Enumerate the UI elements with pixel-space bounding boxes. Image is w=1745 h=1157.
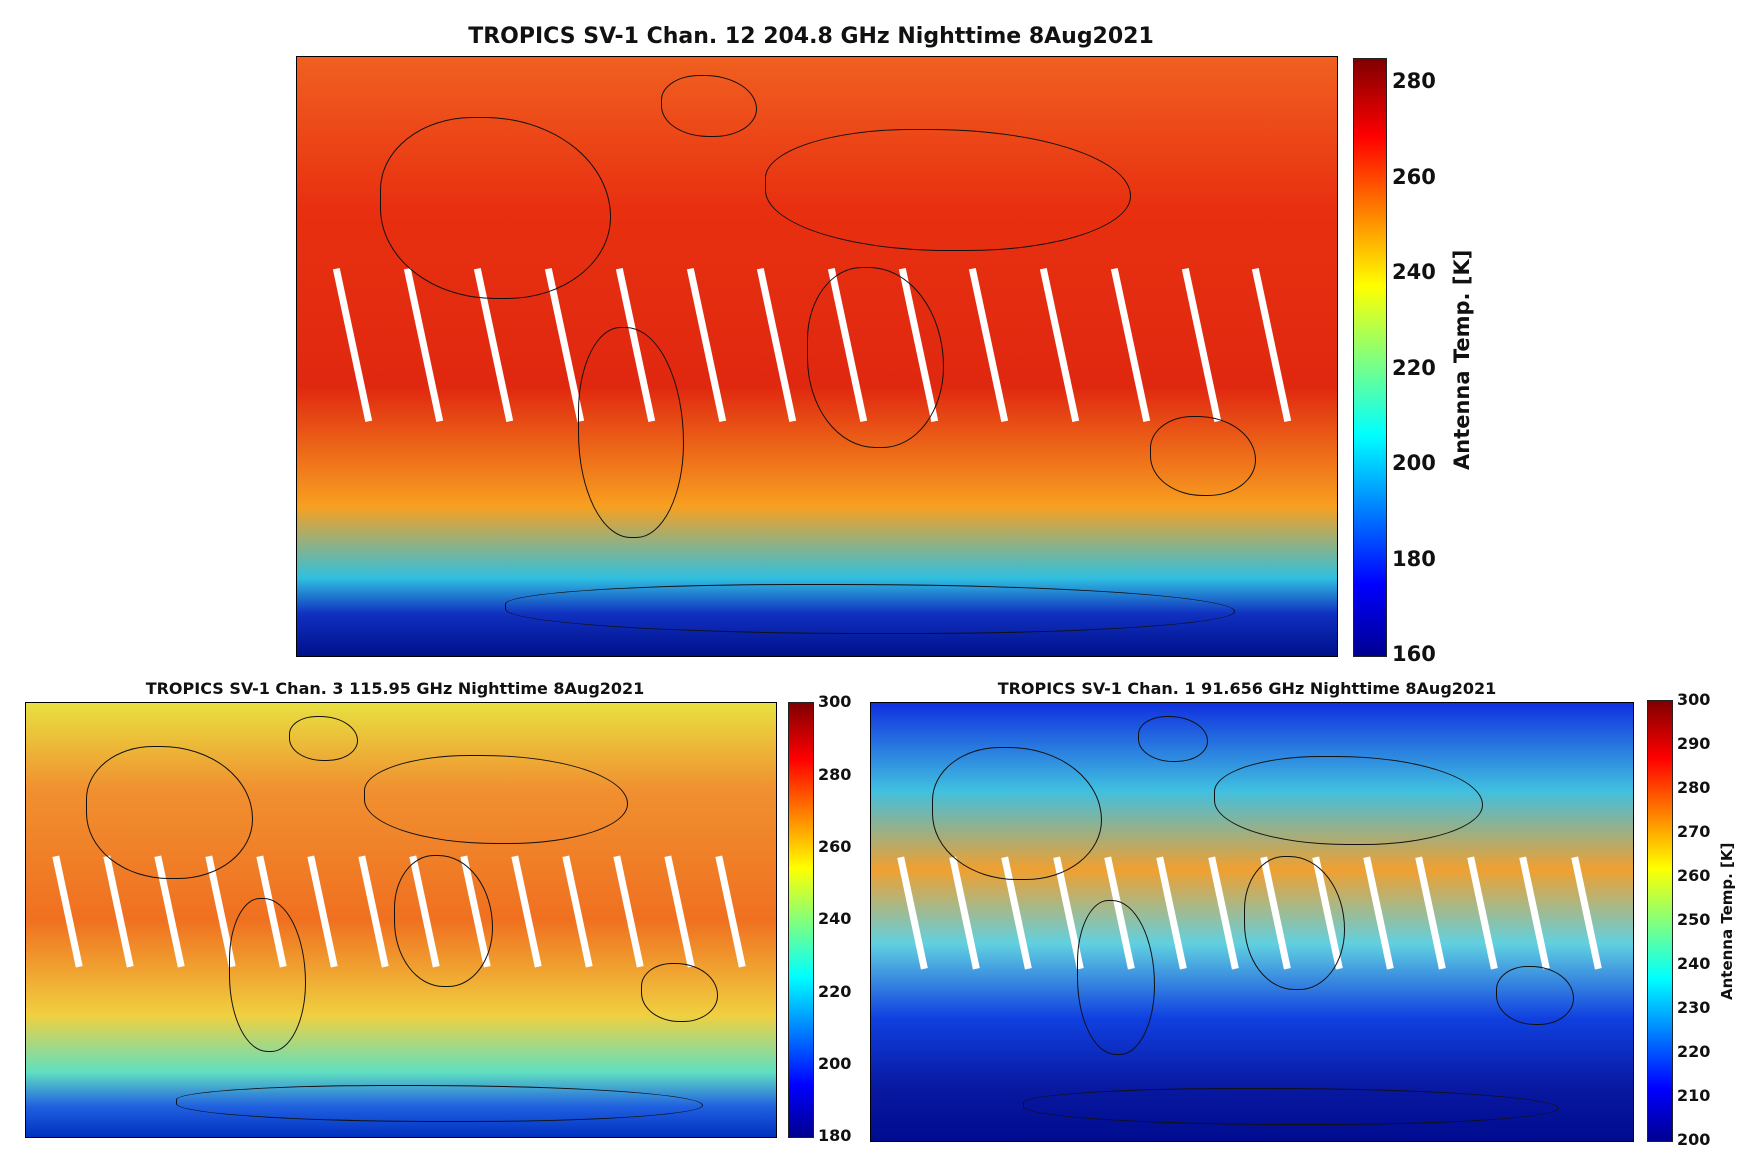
- colorbar-tick-label: 160: [1392, 642, 1436, 667]
- data-gap-swath: [757, 267, 797, 422]
- panel-3-map: [870, 702, 1634, 1142]
- data-gap-swath: [612, 855, 644, 968]
- data-gap-swath: [1040, 267, 1080, 422]
- colorbar-tick-label: 220: [1677, 1042, 1711, 1062]
- colorbar-tick-label: 220: [818, 981, 852, 1001]
- colorbar-tick-label: 280: [1392, 69, 1436, 94]
- coastline: [1495, 965, 1575, 1025]
- colorbar-tick-label: 220: [1392, 355, 1436, 380]
- colorbar-tick-label: 180: [1392, 546, 1436, 571]
- colorbar-tick-label: 290: [1677, 734, 1711, 754]
- data-gap-swath: [510, 855, 542, 968]
- data-gap-swath: [1363, 856, 1395, 970]
- coastline: [228, 898, 306, 1053]
- coastline: [380, 116, 611, 299]
- data-gap-swath: [306, 855, 338, 968]
- panel-2-map: [25, 702, 777, 1138]
- panel-3-colorbar-label: Antenna Temp. [K]: [1718, 842, 1736, 1000]
- coastline: [765, 128, 1131, 251]
- coastline: [806, 266, 944, 449]
- data-gap-swath: [686, 267, 726, 422]
- data-gap-swath: [714, 855, 746, 968]
- coastline: [288, 716, 358, 762]
- coastline: [931, 746, 1102, 881]
- data-gap-swath: [561, 855, 593, 968]
- coastline: [1244, 856, 1346, 990]
- panel-2-colorbar: [788, 702, 814, 1138]
- colorbar-tick-label: 260: [1392, 164, 1436, 189]
- colorbar-tick-label: 260: [1677, 866, 1711, 886]
- data-gap-swath: [102, 855, 134, 968]
- data-gap-swath: [897, 856, 928, 970]
- panel-1-colorbar-label: Antenna Temp. [K]: [1450, 249, 1474, 470]
- data-gap-swath: [357, 855, 389, 968]
- data-gap-swath: [1415, 856, 1447, 970]
- data-gap-swath: [1181, 267, 1221, 422]
- data-gap-swath: [1467, 856, 1498, 970]
- colorbar-tick-label: 280: [1677, 778, 1711, 798]
- coastline: [1213, 755, 1483, 846]
- colorbar-tick-label: 200: [818, 1054, 852, 1074]
- coastline: [641, 963, 718, 1022]
- colorbar-tick-label: 250: [1677, 910, 1711, 930]
- colorbar-tick-label: 260: [818, 837, 852, 857]
- data-gap-swath: [1208, 856, 1239, 970]
- data-gap-swath: [403, 267, 443, 422]
- data-gap-swath: [1570, 856, 1602, 970]
- data-gap-swath: [1156, 856, 1187, 970]
- panel-1-colorbar: [1353, 58, 1387, 657]
- colorbar-tick-label: 230: [1677, 998, 1711, 1018]
- panel-3-colorbar: [1647, 700, 1673, 1142]
- colorbar-tick-label: 270: [1677, 822, 1711, 842]
- panel-3-title: TROPICS SV-1 Chan. 1 91.656 GHz Nighttim…: [997, 679, 1497, 698]
- coastline: [661, 74, 757, 137]
- coastline: [176, 1084, 703, 1122]
- colorbar-tick-label: 200: [1392, 451, 1436, 476]
- data-gap-swath: [663, 855, 695, 968]
- coastline: [1149, 416, 1256, 497]
- colorbar-tick-label: 300: [818, 692, 852, 712]
- data-gap-swath: [949, 856, 980, 970]
- colorbar-tick-label: 300: [1677, 690, 1711, 710]
- colorbar-tick-label: 180: [818, 1126, 852, 1146]
- colorbar-tick-label: 240: [818, 909, 852, 929]
- coastline: [1076, 900, 1155, 1056]
- colorbar-tick-label: 240: [1677, 954, 1711, 974]
- colorbar-tick-label: 240: [1392, 260, 1436, 285]
- data-gap-swath: [969, 267, 1009, 422]
- panel-1-map: [296, 56, 1338, 657]
- panel-1-title: TROPICS SV-1 Chan. 12 204.8 GHz Nighttim…: [468, 24, 1154, 49]
- colorbar-tick-label: 200: [1677, 1130, 1711, 1150]
- coastline: [363, 755, 628, 844]
- coastline: [1137, 716, 1209, 762]
- data-gap-swath: [1110, 267, 1151, 422]
- colorbar-tick-label: 280: [818, 764, 852, 784]
- data-gap-swath: [51, 855, 83, 968]
- data-gap-swath: [332, 267, 373, 422]
- coastline: [393, 854, 493, 988]
- panel-2-title: TROPICS SV-1 Chan. 3 115.95 GHz Nighttim…: [145, 679, 645, 698]
- data-gap-swath: [1519, 856, 1550, 970]
- coastline: [505, 584, 1235, 635]
- colorbar-tick-label: 210: [1677, 1086, 1711, 1106]
- data-gap-swath: [1252, 267, 1292, 422]
- coastline: [577, 326, 684, 539]
- coastline: [1023, 1088, 1559, 1126]
- coastline: [86, 746, 253, 879]
